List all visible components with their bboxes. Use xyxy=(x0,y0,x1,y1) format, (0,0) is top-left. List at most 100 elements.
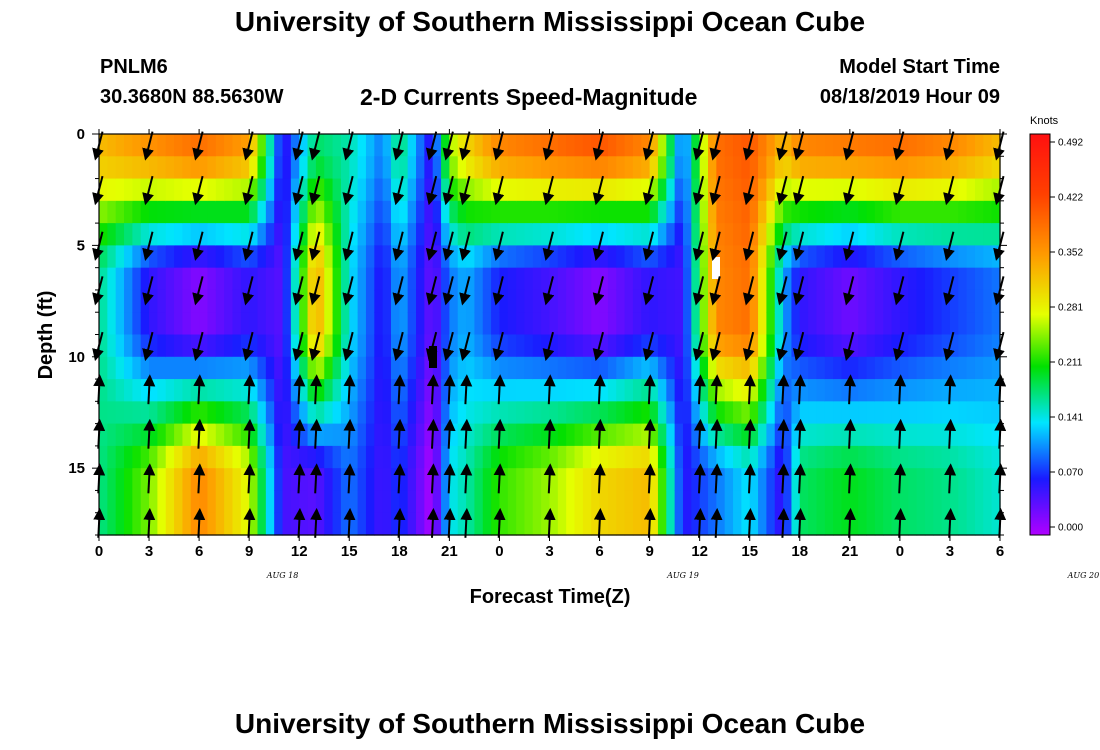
heatmap-cell xyxy=(799,312,809,336)
heatmap-cell xyxy=(357,512,367,536)
heatmap-cell xyxy=(883,289,893,313)
heatmap-cell xyxy=(607,356,617,380)
heatmap-cell xyxy=(215,334,225,358)
heatmap-cell xyxy=(649,223,659,246)
heatmap-cell xyxy=(549,445,559,469)
heatmap-cell xyxy=(724,423,734,447)
heatmap-cell xyxy=(674,178,684,202)
heatmap-cell xyxy=(265,445,275,469)
heatmap-cell xyxy=(716,289,726,313)
heatmap-cell xyxy=(165,200,175,224)
heatmap-cell xyxy=(332,267,342,291)
heatmap-cell xyxy=(866,223,876,246)
heatmap-cell xyxy=(774,423,784,447)
heatmap-cell xyxy=(407,245,417,269)
current-vector-arrow xyxy=(742,331,755,362)
heatmap-cell xyxy=(140,512,150,536)
heatmap-cell xyxy=(307,423,317,447)
heatmap-cell xyxy=(207,312,217,336)
heatmap-cell xyxy=(666,445,676,469)
heatmap-cell xyxy=(866,401,876,425)
current-vector-arrow xyxy=(443,418,456,449)
heatmap-cell xyxy=(441,490,450,514)
heatmap-cell xyxy=(399,245,409,269)
heatmap-cell xyxy=(783,401,793,425)
heatmap-cell xyxy=(99,356,108,380)
heatmap-cell xyxy=(524,490,534,514)
current-vector-arrow xyxy=(292,331,305,362)
heatmap-cell xyxy=(616,423,626,447)
heatmap-cell xyxy=(315,356,325,380)
heatmap-cell xyxy=(274,379,284,402)
current-vector-arrow xyxy=(142,131,154,161)
heatmap-cell xyxy=(808,468,818,492)
heatmap-cell xyxy=(599,178,609,202)
heatmap-cell xyxy=(132,312,142,336)
heatmap-cell xyxy=(382,379,392,402)
heatmap-cell xyxy=(949,289,959,313)
heatmap-cell xyxy=(833,334,843,358)
heatmap-cell xyxy=(799,245,809,269)
heatmap-cell xyxy=(441,445,450,469)
heatmap-cell xyxy=(416,178,425,202)
heatmap-cell xyxy=(733,401,742,425)
heatmap-cell xyxy=(124,289,133,313)
heatmap-cell xyxy=(499,312,509,336)
heatmap-cell xyxy=(199,401,209,425)
current-vector-arrow xyxy=(592,331,605,362)
heatmap-cell xyxy=(657,445,667,469)
heatmap-cell xyxy=(966,134,976,157)
heatmap-cell xyxy=(774,334,784,358)
heatmap-cell xyxy=(766,401,776,425)
current-vector-arrow xyxy=(894,418,907,449)
heatmap-cell xyxy=(282,178,292,202)
heatmap-cell xyxy=(99,401,108,425)
heatmap-cell xyxy=(716,379,726,402)
heatmap-cell xyxy=(290,312,300,336)
heatmap-cell xyxy=(516,245,526,269)
heatmap-cell xyxy=(507,289,517,313)
heatmap-cell xyxy=(708,423,717,447)
heatmap-cell xyxy=(507,379,517,402)
heatmap-cell xyxy=(524,223,534,246)
heatmap-cell xyxy=(866,312,876,336)
heatmap-cell xyxy=(724,156,734,180)
heatmap-cell xyxy=(724,512,734,536)
x-tick-label: 3 xyxy=(545,543,553,560)
footer-title: University of Southern Mississippi Ocean… xyxy=(234,708,866,739)
heatmap-cell xyxy=(466,312,476,336)
heatmap-cell xyxy=(157,334,167,358)
heatmap-cell xyxy=(582,134,592,157)
heatmap-cell xyxy=(449,312,459,336)
heatmap-cell xyxy=(716,468,726,492)
heatmap-cell xyxy=(482,245,492,269)
heatmap-cell xyxy=(140,178,150,202)
heatmap-cell xyxy=(566,401,576,425)
heatmap-cell xyxy=(407,356,417,380)
x-tick-label: 15 xyxy=(741,543,758,560)
heatmap-cell xyxy=(390,423,400,447)
heatmap-cell xyxy=(215,356,225,380)
heatmap-cell xyxy=(983,200,993,224)
heatmap-cell xyxy=(190,490,200,514)
heatmap-cell xyxy=(966,512,976,536)
current-vector-arrow xyxy=(443,463,456,494)
heatmap-cell xyxy=(132,445,142,469)
heatmap-cell xyxy=(115,289,125,313)
heatmap-cell xyxy=(132,512,142,536)
heatmap-cell xyxy=(482,445,492,469)
heatmap-cell xyxy=(741,423,751,447)
heatmap-cell xyxy=(149,512,158,536)
heatmap-cell xyxy=(532,490,542,514)
heatmap-cell xyxy=(808,356,818,380)
heatmap-cell xyxy=(607,445,617,469)
heatmap-cell xyxy=(182,312,192,336)
heatmap-cell xyxy=(240,512,250,536)
heatmap-cell xyxy=(274,356,284,380)
heatmap-cell xyxy=(766,223,776,246)
heatmap-cell xyxy=(349,512,359,536)
heatmap-cell xyxy=(482,223,492,246)
heatmap-cell xyxy=(424,490,434,514)
